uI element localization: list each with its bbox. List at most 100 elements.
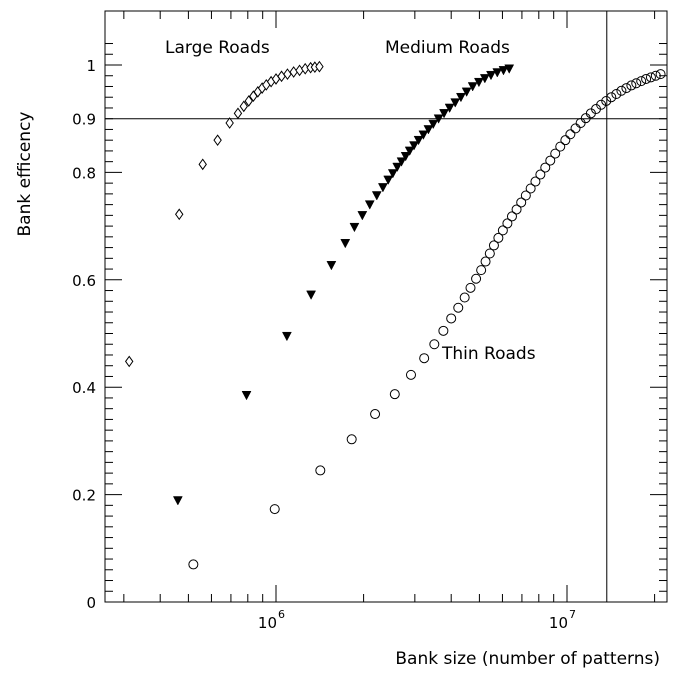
y-tick-label: 0.4 — [72, 379, 96, 397]
data-point-diamond — [213, 134, 222, 147]
y-tick-label: 1 — [86, 57, 96, 75]
data-point-triangle — [479, 74, 490, 84]
data-point-circle — [650, 70, 661, 81]
data-point-circle — [438, 325, 449, 336]
data-point-circle — [606, 92, 617, 103]
data-point-circle — [419, 353, 430, 364]
series-0 — [124, 60, 324, 368]
data-point-triangle — [404, 146, 415, 156]
plot-frame — [104, 10, 668, 603]
data-point-triangle — [364, 200, 375, 210]
data-point-triangle — [428, 119, 439, 130]
reference-lines — [105, 11, 667, 602]
data-point-triangle — [392, 162, 403, 173]
data-point-diamond — [225, 117, 234, 129]
data-point-circle — [480, 256, 491, 267]
data-point-circle — [596, 99, 607, 110]
data-point-diamond — [198, 158, 207, 171]
data-point-triangle — [473, 77, 484, 88]
data-point-triangle — [383, 175, 394, 185]
data-point-circle — [269, 504, 280, 515]
data-point-circle — [575, 117, 586, 128]
data-point-triangle — [326, 261, 337, 271]
data-point-diamond — [283, 68, 292, 80]
series-labels: Large Roads Medium Roads Thin Roads — [165, 38, 536, 364]
data-point-triangle — [456, 92, 466, 103]
data-point-triangle — [306, 290, 317, 300]
data-point-circle — [520, 190, 531, 201]
data-point-triangle — [504, 64, 515, 74]
data-point-circle — [315, 465, 326, 476]
data-point-circle — [476, 265, 487, 276]
data-point-circle — [645, 72, 656, 83]
data-point-triangle — [467, 82, 478, 92]
data-point-circle — [611, 88, 622, 99]
data-point-circle — [565, 129, 576, 140]
y-axis-label: Bank efficency — [15, 112, 35, 237]
data-point-circle — [488, 240, 499, 251]
series-2 — [188, 69, 666, 570]
data-point-circle — [506, 211, 517, 222]
data-point-triangle — [409, 141, 419, 151]
data-point-circle — [188, 559, 199, 570]
data-point-diamond — [175, 208, 184, 221]
data-point-circle — [389, 389, 400, 400]
x-tick-label-base: 10 — [258, 614, 277, 632]
data-point-triangle — [492, 68, 503, 78]
data-point-triangle — [241, 391, 252, 401]
data-point-triangle — [396, 157, 407, 167]
x-tick-label: 10 7 — [549, 608, 576, 632]
y-tick-label: 0.8 — [72, 164, 96, 182]
data-point-circle — [540, 162, 551, 173]
data-point-triangle — [172, 496, 183, 506]
y-tick-label: 0.9 — [72, 111, 96, 129]
data-point-triangle — [418, 130, 429, 140]
data-point-circle — [550, 148, 561, 159]
data-point-triangle — [357, 211, 368, 221]
data-point-circle — [511, 204, 522, 215]
data-point-circle — [641, 73, 652, 84]
data-point-circle — [484, 248, 495, 259]
data-point-triangle — [400, 152, 411, 162]
data-point-circle — [471, 273, 482, 284]
data-point-circle — [616, 85, 627, 96]
data-point-triangle — [433, 114, 444, 124]
data-point-triangle — [444, 103, 455, 113]
data-point-circle — [453, 302, 464, 313]
data-point-circle — [655, 69, 666, 80]
data-point-circle — [535, 169, 546, 180]
x-tick-label: 10 6 — [258, 608, 285, 632]
data-point-circle — [560, 135, 571, 146]
data-point-diamond — [233, 107, 243, 120]
data-point-circle — [545, 155, 556, 166]
data-point-circle — [405, 369, 416, 380]
data-point-triangle — [423, 125, 434, 135]
data-point-diamond — [289, 66, 298, 78]
data-point-circle — [370, 409, 381, 420]
x-axis-label: Bank size (number of patterns) — [395, 649, 660, 669]
y-tick-label: 0 — [86, 594, 96, 612]
data-point-circle — [621, 83, 632, 94]
data-point-triangle — [377, 183, 388, 193]
data-point-diamond — [239, 100, 249, 113]
data-point-triangle — [281, 331, 292, 342]
data-points — [124, 60, 666, 570]
data-point-circle — [446, 313, 457, 324]
data-point-triangle — [371, 191, 382, 201]
series-label: Large Roads — [165, 38, 270, 58]
data-point-circle — [429, 339, 440, 350]
data-point-triangle — [450, 98, 461, 108]
data-point-triangle — [349, 222, 360, 233]
data-point-circle — [570, 123, 581, 134]
data-point-circle — [555, 141, 566, 152]
data-point-diamond — [315, 60, 324, 73]
data-point-triangle — [498, 66, 509, 76]
y-tick-label: 0.2 — [72, 487, 96, 505]
data-point-triangle — [413, 135, 424, 146]
data-point-circle — [465, 282, 476, 293]
data-point-circle — [502, 218, 513, 229]
series-label: Medium Roads — [385, 38, 510, 58]
data-point-triangle — [439, 109, 449, 119]
data-point-circle — [631, 78, 642, 89]
